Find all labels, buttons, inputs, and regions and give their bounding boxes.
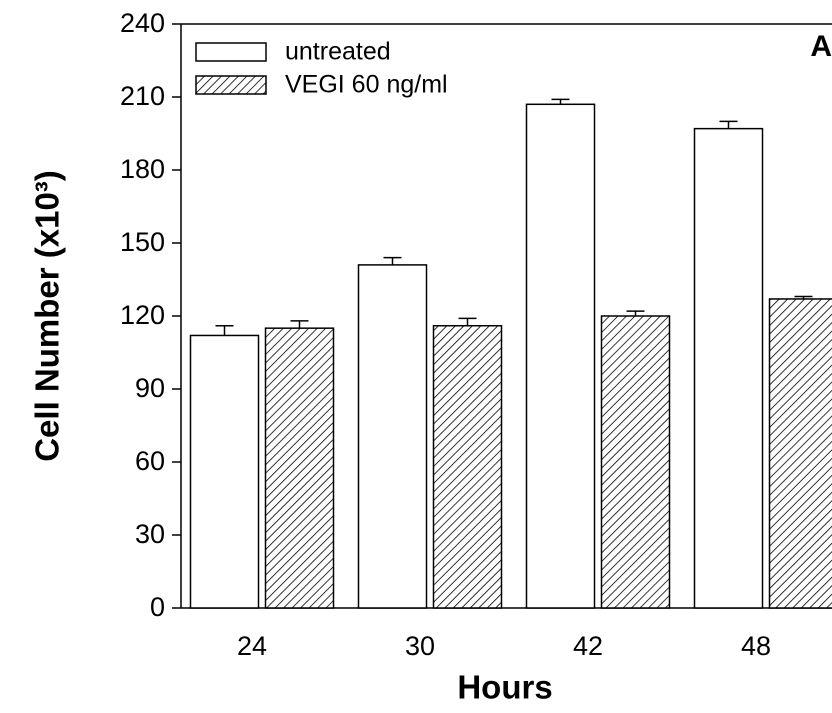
x-tick-label: 30 [405, 631, 435, 661]
bar [432, 324, 503, 609]
y-tick-label: 30 [135, 519, 165, 549]
bar [693, 127, 764, 609]
x-axis-title: Hours [457, 669, 552, 706]
y-tick-label: 210 [120, 81, 165, 111]
y-tick-label: 60 [135, 446, 165, 476]
bar [357, 264, 428, 609]
y-tick-label: 240 [120, 8, 165, 38]
y-tick-label: 150 [120, 227, 165, 257]
y-tick-label: 180 [120, 154, 165, 184]
y-tick-label: 0 [150, 592, 165, 622]
x-tick-label: 42 [573, 631, 603, 661]
bar [264, 327, 335, 609]
y-axis-title: Cell Number (x10³) [29, 170, 66, 462]
legend-label: VEGI 60 ng/ml [285, 71, 448, 99]
legend-label: untreated [285, 38, 391, 66]
bar [600, 315, 671, 609]
panel-label: A [810, 30, 832, 63]
bar [525, 103, 596, 609]
x-tick-label: 48 [741, 631, 771, 661]
legend-swatch [195, 42, 267, 62]
legend-swatch [195, 75, 267, 95]
bar [768, 298, 832, 609]
y-tick-label: 90 [135, 373, 165, 403]
x-tick-label: 24 [237, 631, 267, 661]
bar [189, 334, 260, 609]
y-tick-label: 120 [120, 300, 165, 330]
